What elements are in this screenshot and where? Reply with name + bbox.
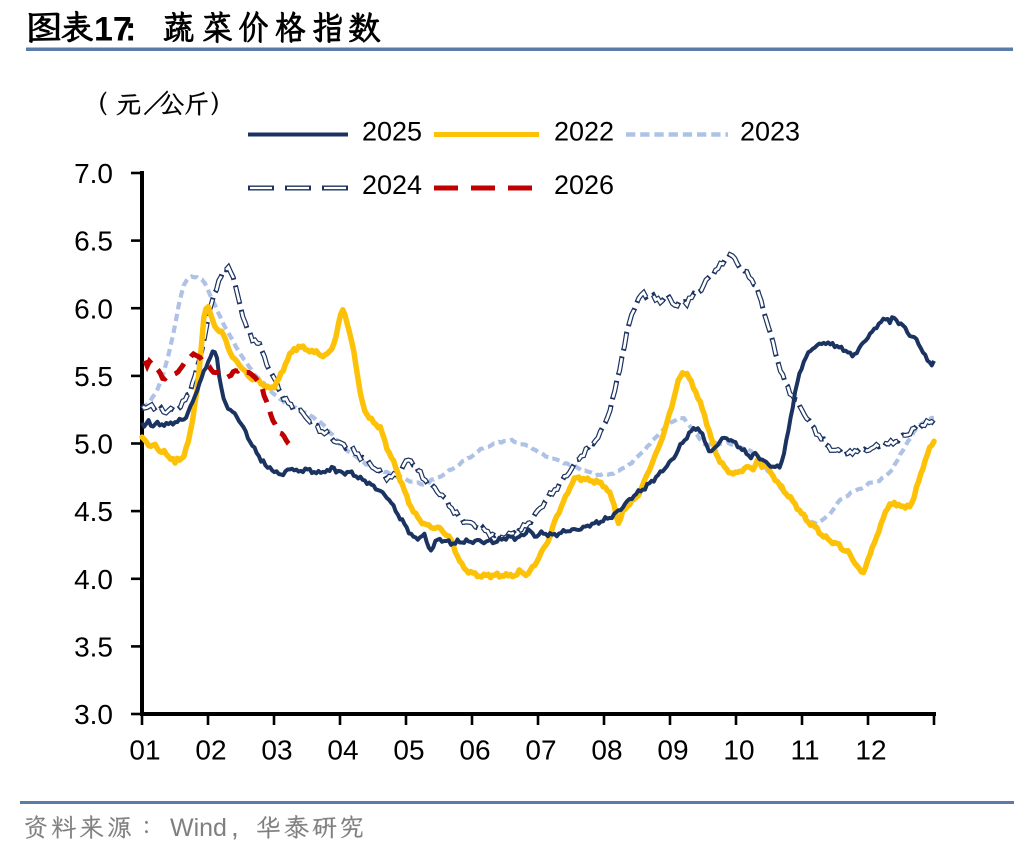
svg-text:6.5: 6.5 [74,226,113,257]
svg-text:4.0: 4.0 [74,564,113,595]
svg-text:04: 04 [327,735,358,766]
svg-text:07: 07 [525,735,556,766]
svg-text:2023: 2023 [740,117,800,147]
svg-text:10: 10 [723,735,754,766]
svg-text:01: 01 [129,735,160,766]
svg-text:2025: 2025 [362,117,422,147]
svg-text:3.5: 3.5 [74,632,113,663]
svg-text:11: 11 [790,735,819,766]
svg-text:06: 06 [459,735,490,766]
svg-text:02: 02 [195,735,226,766]
svg-text:3.0: 3.0 [74,699,113,730]
svg-text:2024: 2024 [362,170,422,200]
svg-text:,: , [231,811,239,842]
svg-text:7.0: 7.0 [74,158,113,189]
svg-text:09: 09 [657,735,688,766]
svg-text:12: 12 [855,735,886,766]
svg-text:03: 03 [261,735,292,766]
svg-text:2026: 2026 [554,170,614,200]
svg-text:4.5: 4.5 [74,496,113,527]
svg-text:6.0: 6.0 [74,293,113,324]
svg-text:Wind: Wind [170,814,227,842]
svg-text::: : [125,11,136,49]
svg-text:5.0: 5.0 [74,429,113,460]
svg-text:2022: 2022 [554,117,614,147]
svg-text:17: 17 [94,11,132,49]
svg-text:5.5: 5.5 [74,361,113,392]
svg-text:05: 05 [393,735,424,766]
svg-text:08: 08 [591,735,622,766]
